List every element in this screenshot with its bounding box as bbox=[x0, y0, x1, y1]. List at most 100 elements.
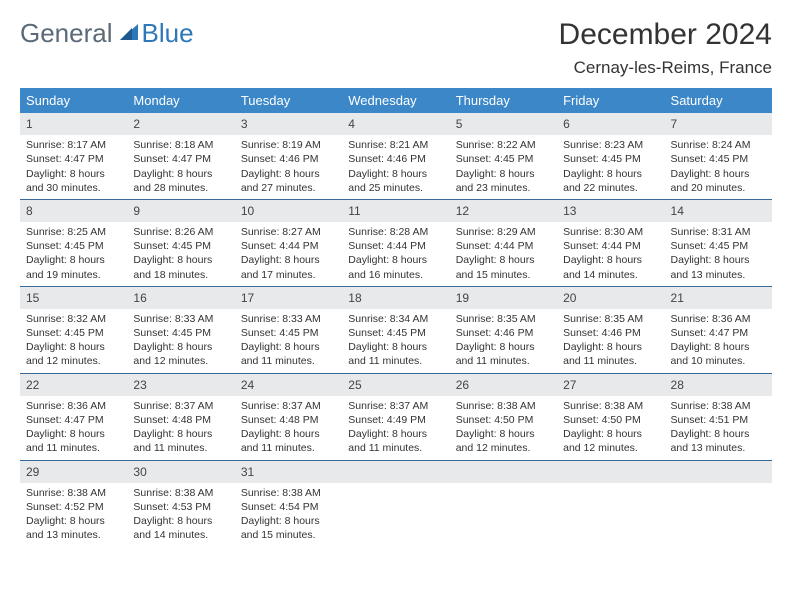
day-body: Sunrise: 8:26 AMSunset: 4:45 PMDaylight:… bbox=[127, 222, 234, 286]
day-number: 19 bbox=[450, 287, 557, 309]
daylight-line: Daylight: 8 hours and 11 minutes. bbox=[133, 427, 228, 455]
day-number: 24 bbox=[235, 374, 342, 396]
day-body: Sunrise: 8:30 AMSunset: 4:44 PMDaylight:… bbox=[557, 222, 664, 286]
daylight-line: Daylight: 8 hours and 13 minutes. bbox=[26, 514, 121, 542]
calendar-cell: 13Sunrise: 8:30 AMSunset: 4:44 PMDayligh… bbox=[557, 199, 664, 286]
sunrise-line: Sunrise: 8:19 AM bbox=[241, 138, 336, 152]
daylight-line: Daylight: 8 hours and 13 minutes. bbox=[671, 427, 766, 455]
weekday-header-row: Sunday Monday Tuesday Wednesday Thursday… bbox=[20, 88, 772, 113]
daylight-line: Daylight: 8 hours and 22 minutes. bbox=[563, 167, 658, 195]
day-body: Sunrise: 8:36 AMSunset: 4:47 PMDaylight:… bbox=[665, 309, 772, 373]
sunrise-line: Sunrise: 8:30 AM bbox=[563, 225, 658, 239]
day-number: 15 bbox=[20, 287, 127, 309]
empty-day-bar bbox=[557, 461, 664, 483]
daylight-line: Daylight: 8 hours and 12 minutes. bbox=[133, 340, 228, 368]
sunrise-line: Sunrise: 8:38 AM bbox=[563, 399, 658, 413]
day-number: 11 bbox=[342, 200, 449, 222]
day-number: 10 bbox=[235, 200, 342, 222]
sunset-line: Sunset: 4:45 PM bbox=[563, 152, 658, 166]
day-number: 1 bbox=[20, 113, 127, 135]
daylight-line: Daylight: 8 hours and 15 minutes. bbox=[456, 253, 551, 281]
sunset-line: Sunset: 4:48 PM bbox=[241, 413, 336, 427]
calendar-row: 8 Sunrise: 8:25 AMSunset: 4:45 PM Daylight… bbox=[20, 199, 772, 286]
daylight-line: Daylight: 8 hours and 11 minutes. bbox=[348, 340, 443, 368]
calendar-cell: 5Sunrise: 8:22 AMSunset: 4:45 PMDaylight… bbox=[450, 113, 557, 199]
weekday-header: Wednesday bbox=[342, 88, 449, 113]
sunset-line: Sunset: 4:52 PM bbox=[26, 500, 121, 514]
sunset-line: Sunset: 4:51 PM bbox=[671, 413, 766, 427]
logo: General Blue bbox=[20, 18, 194, 49]
day-number: 14 bbox=[665, 200, 772, 222]
daylight-line: Daylight: 8 hours and 13 minutes. bbox=[671, 253, 766, 281]
sunrise-line: Sunrise: 8:36 AM bbox=[26, 399, 121, 413]
calendar-cell bbox=[557, 460, 664, 546]
calendar-cell: 24Sunrise: 8:37 AMSunset: 4:48 PMDayligh… bbox=[235, 373, 342, 460]
sunset-line: Sunset: 4:50 PM bbox=[563, 413, 658, 427]
sunrise-line: Sunrise: 8:38 AM bbox=[26, 486, 121, 500]
logo-text-general: General bbox=[20, 18, 113, 49]
sunset-line: Sunset: 4:45 PM bbox=[671, 152, 766, 166]
title-block: December 2024 Cernay-les-Reims, France bbox=[559, 18, 772, 78]
day-body: Sunrise: 8:38 AMSunset: 4:54 PMDaylight:… bbox=[235, 483, 342, 547]
sunrise-line: Sunrise: 8:38 AM bbox=[671, 399, 766, 413]
sunset-line: Sunset: 4:45 PM bbox=[456, 152, 551, 166]
daylight-line: Daylight: 8 hours and 20 minutes. bbox=[671, 167, 766, 195]
day-body: Sunrise: 8:35 AMSunset: 4:46 PMDaylight:… bbox=[557, 309, 664, 373]
sunset-line: Sunset: 4:44 PM bbox=[563, 239, 658, 253]
daylight-line: Daylight: 8 hours and 11 minutes. bbox=[348, 427, 443, 455]
daylight-line: Daylight: 8 hours and 15 minutes. bbox=[241, 514, 336, 542]
sunset-line: Sunset: 4:45 PM bbox=[26, 239, 121, 253]
calendar-cell: 31Sunrise: 8:38 AMSunset: 4:54 PMDayligh… bbox=[235, 460, 342, 546]
calendar-cell: 7Sunrise: 8:24 AMSunset: 4:45 PMDaylight… bbox=[665, 113, 772, 199]
weekday-header: Saturday bbox=[665, 88, 772, 113]
calendar-table: Sunday Monday Tuesday Wednesday Thursday… bbox=[20, 88, 772, 546]
day-number: 8 bbox=[20, 200, 127, 222]
weekday-header: Sunday bbox=[20, 88, 127, 113]
header: General Blue December 2024 Cernay-les-Re… bbox=[20, 18, 772, 78]
sunrise-line: Sunrise: 8:23 AM bbox=[563, 138, 658, 152]
daylight-line: Daylight: 8 hours and 14 minutes. bbox=[133, 514, 228, 542]
day-number: 23 bbox=[127, 374, 234, 396]
day-number: 12 bbox=[450, 200, 557, 222]
day-number: 4 bbox=[342, 113, 449, 135]
calendar-cell bbox=[450, 460, 557, 546]
day-body: Sunrise: 8:38 AMSunset: 4:50 PMDaylight:… bbox=[450, 396, 557, 460]
day-body: Sunrise: 8:38 AMSunset: 4:50 PMDaylight:… bbox=[557, 396, 664, 460]
empty-day-bar bbox=[450, 461, 557, 483]
day-body: Sunrise: 8:24 AMSunset: 4:45 PMDaylight:… bbox=[665, 135, 772, 199]
calendar-cell: 20Sunrise: 8:35 AMSunset: 4:46 PMDayligh… bbox=[557, 286, 664, 373]
day-number: 7 bbox=[665, 113, 772, 135]
sunset-line: Sunset: 4:45 PM bbox=[133, 326, 228, 340]
day-body: Sunrise: 8:37 AMSunset: 4:48 PMDaylight:… bbox=[235, 396, 342, 460]
day-body: Sunrise: 8:29 AMSunset: 4:44 PMDaylight:… bbox=[450, 222, 557, 286]
calendar-cell: 18Sunrise: 8:34 AMSunset: 4:45 PMDayligh… bbox=[342, 286, 449, 373]
day-number: 30 bbox=[127, 461, 234, 483]
calendar-cell: 25Sunrise: 8:37 AMSunset: 4:49 PMDayligh… bbox=[342, 373, 449, 460]
sunset-line: Sunset: 4:47 PM bbox=[26, 152, 121, 166]
day-body: Sunrise: 8:36 AMSunset: 4:47 PMDaylight:… bbox=[20, 396, 127, 460]
calendar-cell: 4Sunrise: 8:21 AMSunset: 4:46 PMDaylight… bbox=[342, 113, 449, 199]
sunset-line: Sunset: 4:47 PM bbox=[133, 152, 228, 166]
sunrise-line: Sunrise: 8:35 AM bbox=[563, 312, 658, 326]
weekday-header: Tuesday bbox=[235, 88, 342, 113]
day-body: Sunrise: 8:38 AMSunset: 4:51 PMDaylight:… bbox=[665, 396, 772, 460]
daylight-line: Daylight: 8 hours and 11 minutes. bbox=[26, 427, 121, 455]
location: Cernay-les-Reims, France bbox=[559, 58, 772, 78]
sunrise-line: Sunrise: 8:28 AM bbox=[348, 225, 443, 239]
sunset-line: Sunset: 4:47 PM bbox=[671, 326, 766, 340]
day-number: 31 bbox=[235, 461, 342, 483]
sunset-line: Sunset: 4:44 PM bbox=[348, 239, 443, 253]
sunrise-line: Sunrise: 8:29 AM bbox=[456, 225, 551, 239]
calendar-cell: 2Sunrise: 8:18 AMSunset: 4:47 PMDaylight… bbox=[127, 113, 234, 199]
sunset-line: Sunset: 4:45 PM bbox=[241, 326, 336, 340]
calendar-cell: 23Sunrise: 8:37 AMSunset: 4:48 PMDayligh… bbox=[127, 373, 234, 460]
daylight-line: Daylight: 8 hours and 30 minutes. bbox=[26, 167, 121, 195]
sunrise-line: Sunrise: 8:25 AM bbox=[26, 225, 121, 239]
sunset-line: Sunset: 4:47 PM bbox=[26, 413, 121, 427]
sunrise-line: Sunrise: 8:27 AM bbox=[241, 225, 336, 239]
daylight-line: Daylight: 8 hours and 14 minutes. bbox=[563, 253, 658, 281]
sunrise-line: Sunrise: 8:38 AM bbox=[456, 399, 551, 413]
calendar-cell: 21Sunrise: 8:36 AMSunset: 4:47 PMDayligh… bbox=[665, 286, 772, 373]
sunrise-line: Sunrise: 8:34 AM bbox=[348, 312, 443, 326]
sunset-line: Sunset: 4:46 PM bbox=[456, 326, 551, 340]
